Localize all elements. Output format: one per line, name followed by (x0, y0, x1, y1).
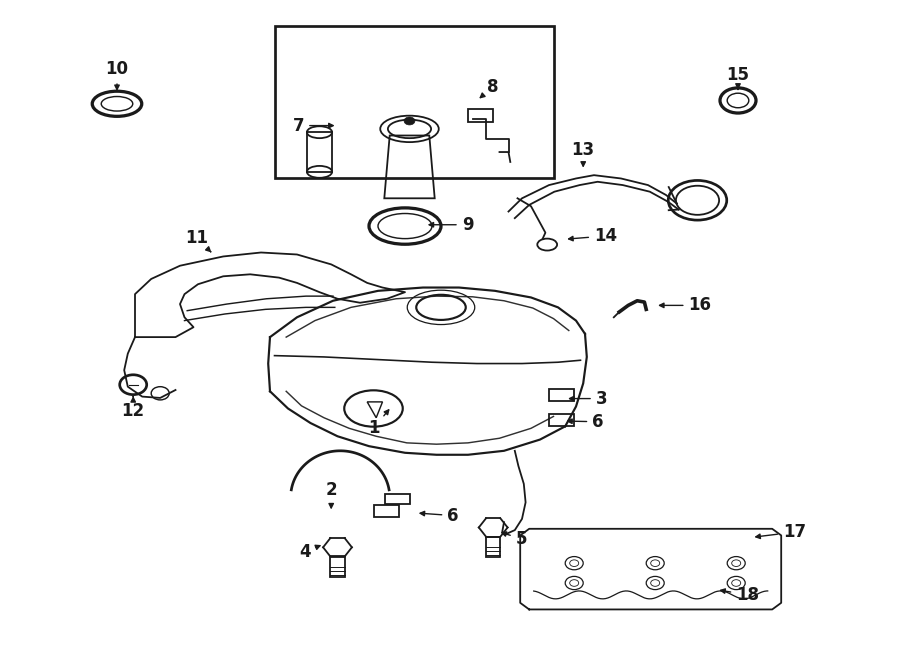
Bar (307, 132, 332, 172)
Bar (330, 557, 345, 577)
Text: 13: 13 (572, 141, 595, 166)
Text: 1: 1 (368, 410, 389, 438)
Bar (384, 494, 410, 504)
Text: 15: 15 (726, 65, 750, 89)
Text: 12: 12 (122, 397, 145, 420)
Text: 3: 3 (570, 389, 608, 408)
Text: 6: 6 (420, 506, 459, 525)
Text: 18: 18 (721, 586, 760, 604)
Text: 5: 5 (502, 529, 527, 548)
Text: 9: 9 (429, 215, 473, 234)
Bar (374, 505, 399, 517)
Text: 11: 11 (184, 229, 211, 252)
Text: 17: 17 (756, 523, 806, 541)
Text: 16: 16 (660, 296, 712, 315)
Text: 8: 8 (481, 78, 498, 98)
Bar (549, 389, 574, 401)
Bar (468, 109, 493, 122)
Bar (274, 26, 554, 178)
Text: 4: 4 (299, 543, 320, 561)
Bar (549, 414, 574, 426)
Text: 7: 7 (292, 116, 333, 135)
Text: 14: 14 (569, 227, 617, 245)
Text: 10: 10 (105, 60, 129, 89)
Text: 6: 6 (568, 412, 604, 431)
Bar (486, 537, 500, 557)
Text: 2: 2 (326, 481, 337, 508)
Circle shape (404, 117, 415, 125)
